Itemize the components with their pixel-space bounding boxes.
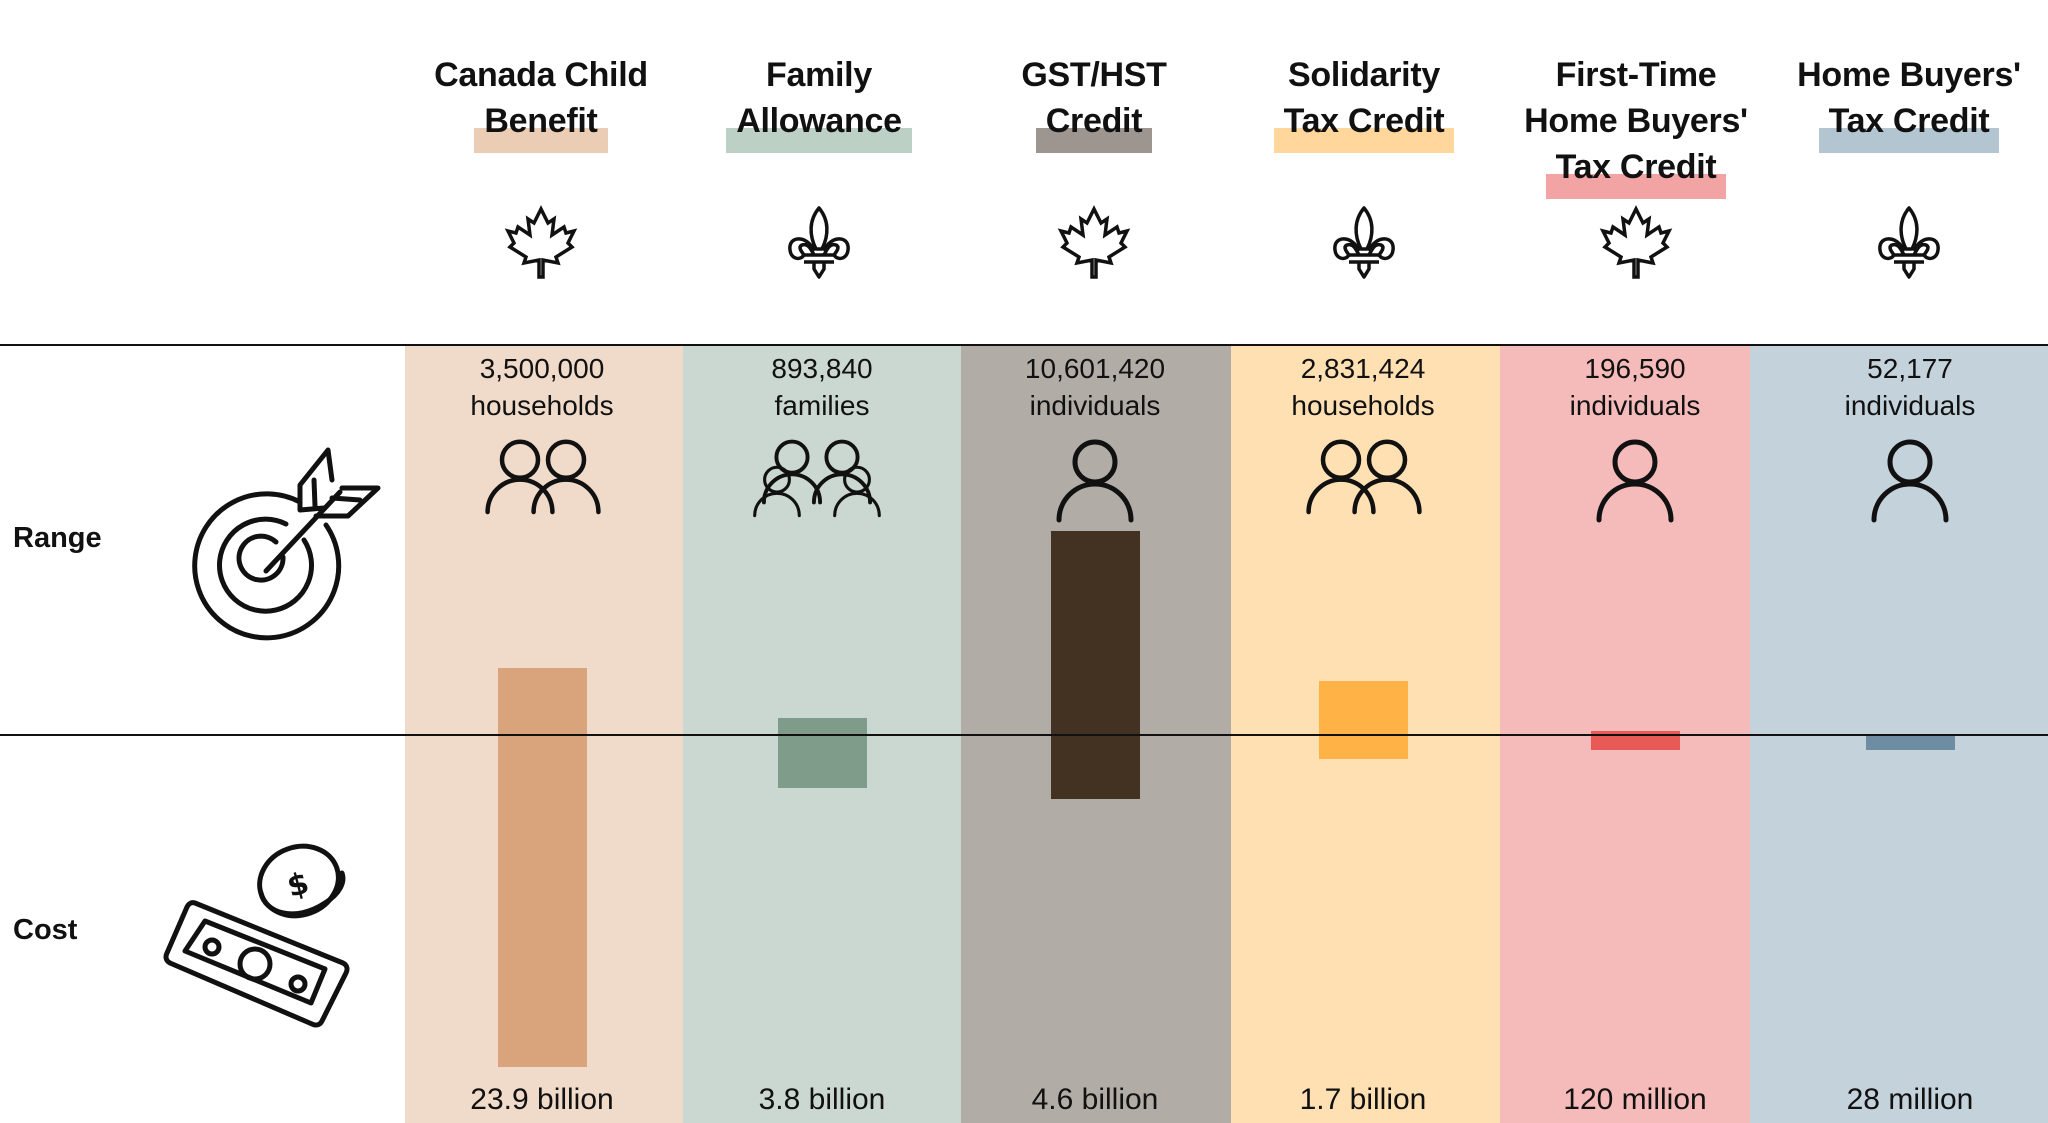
- program-title-line: Tax Credit: [1486, 144, 1786, 199]
- cost-bar: [1865, 735, 1955, 750]
- fleur-de-lis-icon: [1333, 206, 1395, 279]
- recipients-count: 893,840: [771, 353, 873, 384]
- program-title-line: Canada Child: [434, 56, 648, 94]
- program-title-text: Tax Credit: [1828, 102, 1990, 140]
- range-bar: [777, 717, 867, 735]
- two-people-icon: [485, 439, 601, 515]
- cost-value-label: 1.7 billion: [1299, 1083, 1427, 1116]
- title-highlight: Tax Credit: [1273, 98, 1455, 153]
- cost-bar: [497, 735, 587, 1067]
- money-bill-coin-icon: $: [163, 843, 350, 1028]
- title-highlight: Tax Credit: [1818, 98, 2000, 153]
- program-title-text: Tax Credit: [1283, 102, 1445, 140]
- program-title-line: Allowance: [669, 98, 969, 153]
- range-bar: [497, 667, 587, 735]
- recipients-unit: individuals: [1029, 390, 1161, 421]
- cost-value-label: 23.9 billion: [470, 1083, 614, 1116]
- fleur-de-lis-icon: [788, 206, 850, 279]
- recipients-label: 2,831,424 households: [1228, 350, 1498, 424]
- recipients-label: 196,590 individuals: [1500, 350, 1770, 424]
- program-title: Canada Child Benefit: [391, 52, 691, 153]
- range-bar: [1590, 731, 1680, 735]
- program-title-line: Home Buyers': [1524, 102, 1748, 140]
- recipients-count: 52,177: [1867, 353, 1953, 384]
- cost-value-label: 120 million: [1563, 1083, 1707, 1116]
- cost-bar: [777, 735, 867, 788]
- cost-bar: [1050, 735, 1140, 799]
- fleur-de-lis-icon: [1878, 206, 1940, 279]
- maple-leaf-icon: [1599, 205, 1673, 279]
- family-icon: [753, 439, 881, 518]
- person-icon: [1596, 439, 1674, 523]
- recipients-count: 2,831,424: [1300, 353, 1426, 384]
- recipients-label: 3,500,000 households: [407, 350, 677, 424]
- range-cost-baseline: [0, 734, 2048, 736]
- program-title-line: Tax Credit: [1759, 98, 2048, 153]
- recipients-unit: households: [1291, 390, 1435, 421]
- recipients-unit: families: [774, 390, 870, 421]
- maple-leaf-icon: [504, 205, 578, 279]
- person-icon: [1056, 439, 1134, 523]
- program-title-text: Tax Credit: [1555, 148, 1717, 186]
- recipients-unit: individuals: [1569, 390, 1701, 421]
- recipients-count: 3,500,000: [479, 353, 605, 384]
- program-title: Family Allowance: [669, 52, 969, 153]
- program-title-line: Credit: [944, 98, 1244, 153]
- program-title-text: Benefit: [484, 102, 598, 140]
- program-title-line: First-Time: [1555, 56, 1717, 94]
- range-bar: [1050, 531, 1140, 735]
- title-highlight: Allowance: [726, 98, 913, 153]
- recipients-unit: individuals: [1844, 390, 1976, 421]
- title-highlight: Tax Credit: [1545, 144, 1727, 199]
- cost-value-label: 3.8 billion: [758, 1083, 886, 1116]
- svg-text:$: $: [283, 866, 312, 905]
- recipients-unit: households: [470, 390, 614, 421]
- top-divider-line: [0, 344, 2048, 346]
- program-title-line: Benefit: [391, 98, 691, 153]
- recipients-count: 10,601,420: [1024, 353, 1166, 384]
- program-title: GST/HST Credit: [944, 52, 1244, 153]
- recipients-label: 52,177 individuals: [1775, 350, 2045, 424]
- program-title-line: Tax Credit: [1214, 98, 1514, 153]
- recipients-label: 893,840 families: [687, 350, 957, 424]
- recipients-count: 196,590: [1584, 353, 1686, 384]
- program-title-line: Family: [766, 56, 872, 94]
- program-title-text: Credit: [1045, 102, 1143, 140]
- cost-bar: [1318, 735, 1408, 759]
- program-title: Solidarity Tax Credit: [1214, 52, 1514, 153]
- row-label-range: Range: [13, 522, 102, 554]
- recipients-label: 10,601,420 individuals: [960, 350, 1230, 424]
- program-title-text: Allowance: [736, 102, 902, 140]
- person-icon: [1871, 439, 1949, 523]
- program-title: Home Buyers' Tax Credit: [1759, 52, 2048, 153]
- program-title-line: Home Buyers': [1797, 56, 2021, 94]
- title-highlight: Benefit: [474, 98, 608, 153]
- title-highlight: Credit: [1035, 98, 1153, 153]
- maple-leaf-icon: [1057, 205, 1131, 279]
- program-title: First-Time Home Buyers' Tax Credit: [1486, 52, 1786, 199]
- cost-bar: [1590, 735, 1680, 750]
- cost-value-label: 4.6 billion: [1031, 1083, 1159, 1116]
- row-label-cost: Cost: [13, 914, 78, 946]
- cost-value-label: 28 million: [1846, 1083, 1974, 1116]
- two-people-icon: [1306, 439, 1422, 515]
- program-title-line: GST/HST: [1021, 56, 1167, 94]
- target-arrow-icon: [192, 447, 381, 641]
- range-bar: [1318, 680, 1408, 735]
- program-title-line: Solidarity: [1288, 56, 1440, 94]
